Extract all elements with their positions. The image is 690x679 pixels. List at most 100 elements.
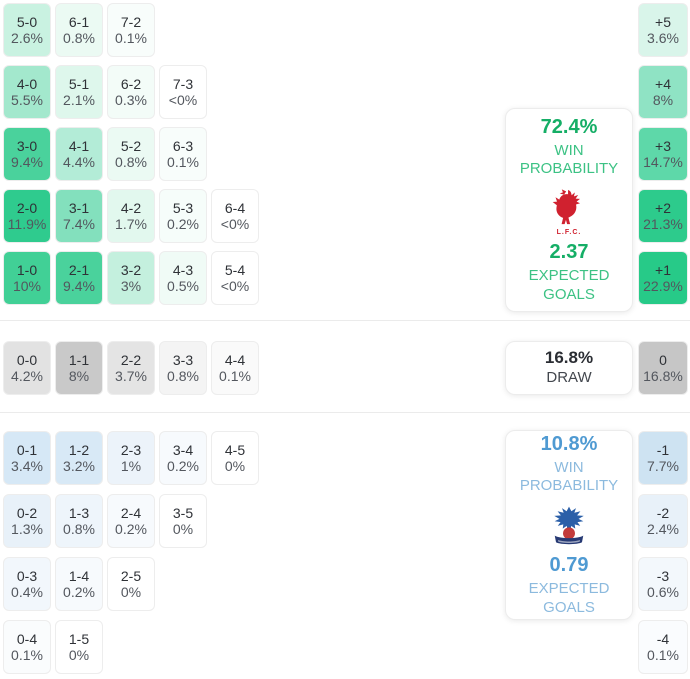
score-row: 0-2 1.3% 1-3 0.8% 2-4 0.2% 3-5 0% bbox=[3, 494, 259, 548]
cell-label: 5-3 bbox=[172, 200, 194, 216]
score-cell-2-5: 2-5 0% bbox=[107, 557, 155, 611]
cell-probability: 21.3% bbox=[643, 216, 683, 232]
margin-cell--1: -1 7.7% bbox=[638, 431, 688, 485]
score-cell-2-3: 2-3 1% bbox=[107, 431, 155, 485]
cell-label: +1 bbox=[655, 262, 671, 278]
cell-label: 3-2 bbox=[120, 262, 142, 278]
score-cell-2-4: 2-4 0.2% bbox=[107, 494, 155, 548]
cell-label: 5-4 bbox=[224, 262, 246, 278]
cell-probability: 3.2% bbox=[63, 458, 95, 474]
away-win-panel: 10.8% WIN PROBABILITY 0.79 EXPECTED GOAL… bbox=[505, 430, 633, 620]
cell-label: 5-2 bbox=[120, 138, 142, 154]
cell-probability: 16.8% bbox=[643, 368, 683, 384]
cell-probability: 3% bbox=[120, 278, 142, 294]
score-cell-1-4: 1-4 0.2% bbox=[55, 557, 103, 611]
cell-label: 4-2 bbox=[120, 200, 142, 216]
cell-label: +5 bbox=[655, 14, 671, 30]
cell-label: 2-4 bbox=[120, 505, 142, 521]
cell-label: 6-3 bbox=[172, 138, 194, 154]
cell-label: 3-3 bbox=[172, 352, 194, 368]
cell-probability: 4.4% bbox=[63, 154, 95, 170]
cell-probability: 0.2% bbox=[167, 458, 199, 474]
cell-probability: 1% bbox=[120, 458, 142, 474]
cell-probability: 0.6% bbox=[647, 584, 679, 600]
cell-label: +2 bbox=[655, 200, 671, 216]
score-row: 5-0 2.6% 6-1 0.8% 7-2 0.1% bbox=[3, 3, 259, 57]
cell-label: 6-1 bbox=[68, 14, 90, 30]
draw-panel: 16.8% DRAW bbox=[505, 341, 633, 395]
home-goal-margin-column: +5 3.6% +4 8% +3 14.7% +2 21.3% +1 22.9% bbox=[638, 3, 688, 305]
cell-probability: 0.1% bbox=[219, 368, 251, 384]
draw-goal-margin: 0 16.8% bbox=[638, 341, 688, 395]
score-cell-4-3: 4-3 0.5% bbox=[159, 251, 207, 305]
score-cell-1-2: 1-2 3.2% bbox=[55, 431, 103, 485]
cell-label: 6-4 bbox=[224, 200, 246, 216]
cell-probability: 14.7% bbox=[643, 154, 683, 170]
crystal-palace-crest-icon bbox=[548, 503, 590, 549]
cell-probability: 0% bbox=[120, 584, 142, 600]
score-cell-1-0: 1-0 10% bbox=[3, 251, 51, 305]
cell-probability: 3.4% bbox=[11, 458, 43, 474]
cell-label: 7-3 bbox=[172, 76, 194, 92]
score-cell-0-2: 0-2 1.3% bbox=[3, 494, 51, 548]
cell-label: 1-3 bbox=[68, 505, 90, 521]
home-win-probability-label: WIN PROBABILITY bbox=[519, 141, 619, 178]
cell-label: -1 bbox=[656, 442, 670, 458]
cell-probability: 0.2% bbox=[63, 584, 95, 600]
cell-label: 4-0 bbox=[16, 76, 38, 92]
away-win-probability-label: WIN PROBABILITY bbox=[519, 458, 619, 495]
cell-probability: 0.1% bbox=[115, 30, 147, 46]
cell-label: -4 bbox=[656, 631, 670, 647]
cell-label: 4-5 bbox=[224, 442, 246, 458]
score-cell-4-1: 4-1 4.4% bbox=[55, 127, 103, 181]
cell-probability: 0.8% bbox=[167, 368, 199, 384]
cell-probability: 9.4% bbox=[63, 278, 95, 294]
draw-probability-value: 16.8% bbox=[544, 347, 594, 367]
margin-cell-+1: +1 22.9% bbox=[638, 251, 688, 305]
cell-probability: 3.7% bbox=[115, 368, 147, 384]
score-row: 3-0 9.4% 4-1 4.4% 5-2 0.8% 6-3 0.1% bbox=[3, 127, 259, 181]
score-cell-5-3: 5-3 0.2% bbox=[159, 189, 207, 243]
cell-probability: 2.6% bbox=[11, 30, 43, 46]
score-cell-6-3: 6-3 0.1% bbox=[159, 127, 207, 181]
home-win-score-grid: 5-0 2.6% 6-1 0.8% 7-2 0.1% 4-0 5.5% 5-1 2.1% 6-2 0.… bbox=[3, 3, 259, 305]
cell-probability: 7.4% bbox=[63, 216, 95, 232]
cell-probability: 11.9% bbox=[7, 216, 47, 232]
cell-probability: 0% bbox=[172, 521, 194, 537]
cell-label: 2-0 bbox=[16, 200, 38, 216]
cell-probability: 0.8% bbox=[63, 30, 95, 46]
cell-label: 0-0 bbox=[16, 352, 38, 368]
score-cell-1-5: 1-5 0% bbox=[55, 620, 103, 674]
cell-label: +3 bbox=[655, 138, 671, 154]
cell-label: +4 bbox=[655, 76, 671, 92]
score-row: 0-1 3.4% 1-2 3.2% 2-3 1% 3-4 0.2% 4-5 0% bbox=[3, 431, 259, 485]
away-win-probability-value: 10.8% bbox=[540, 432, 598, 455]
cell-label: 7-2 bbox=[120, 14, 142, 30]
score-row: 0-4 0.1% 1-5 0% bbox=[3, 620, 259, 674]
score-cell-0-0: 0-0 4.2% bbox=[3, 341, 51, 395]
cell-label: 3-0 bbox=[16, 138, 38, 154]
margin-cell-+5: +5 3.6% bbox=[638, 3, 688, 57]
home-win-probability-value: 72.4% bbox=[540, 115, 598, 138]
liverpool-crest-caption: L.F.C. bbox=[556, 229, 582, 236]
home-expected-goals-label: EXPECTED GOALS bbox=[528, 267, 610, 303]
cell-label: 3-5 bbox=[172, 505, 194, 521]
cell-probability: 0.8% bbox=[63, 521, 95, 537]
cell-label: 1-1 bbox=[68, 352, 90, 368]
score-cell-7-3: 7-3 <0% bbox=[159, 65, 207, 119]
cell-probability: 0% bbox=[68, 647, 90, 663]
score-cell-0-3: 0-3 0.4% bbox=[3, 557, 51, 611]
cell-probability: <0% bbox=[220, 216, 250, 232]
section-divider bbox=[0, 320, 690, 321]
cell-probability: 9.4% bbox=[11, 154, 43, 170]
cell-label: 1-2 bbox=[68, 442, 90, 458]
score-cell-3-2: 3-2 3% bbox=[107, 251, 155, 305]
score-cell-4-2: 4-2 1.7% bbox=[107, 189, 155, 243]
cell-probability: 0.1% bbox=[167, 154, 199, 170]
margin-cell--3: -3 0.6% bbox=[638, 557, 688, 611]
score-cell-3-4: 3-4 0.2% bbox=[159, 431, 207, 485]
cell-label: -3 bbox=[656, 568, 670, 584]
draw-label: DRAW bbox=[546, 369, 592, 387]
margin-cell-+3: +3 14.7% bbox=[638, 127, 688, 181]
score-cell-6-1: 6-1 0.8% bbox=[55, 3, 103, 57]
